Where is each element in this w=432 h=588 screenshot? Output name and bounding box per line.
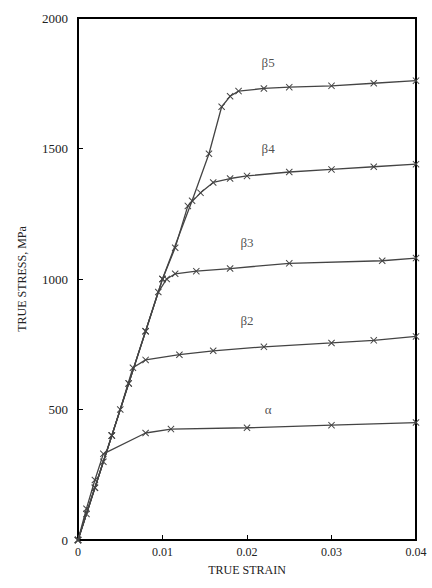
svg-text:2000: 2000 (42, 11, 68, 26)
svg-text:β2: β2 (240, 313, 253, 328)
svg-text:500: 500 (49, 402, 69, 417)
svg-text:TRUE STRAIN: TRUE STRAIN (208, 563, 286, 577)
svg-text:β5: β5 (262, 55, 275, 70)
svg-text:0: 0 (62, 533, 69, 548)
svg-text:β3: β3 (240, 235, 253, 250)
svg-text:1500: 1500 (42, 141, 68, 156)
svg-text:0.01: 0.01 (152, 545, 173, 559)
svg-text:β4: β4 (262, 141, 276, 156)
svg-text:0.03: 0.03 (321, 545, 342, 559)
svg-text:α: α (265, 402, 272, 417)
svg-text:0: 0 (75, 545, 81, 559)
svg-text:TRUE STRESS, MPa: TRUE STRESS, MPa (15, 225, 29, 331)
svg-text:0.04: 0.04 (406, 545, 427, 559)
svg-text:1000: 1000 (42, 272, 68, 287)
svg-text:0.02: 0.02 (237, 545, 258, 559)
